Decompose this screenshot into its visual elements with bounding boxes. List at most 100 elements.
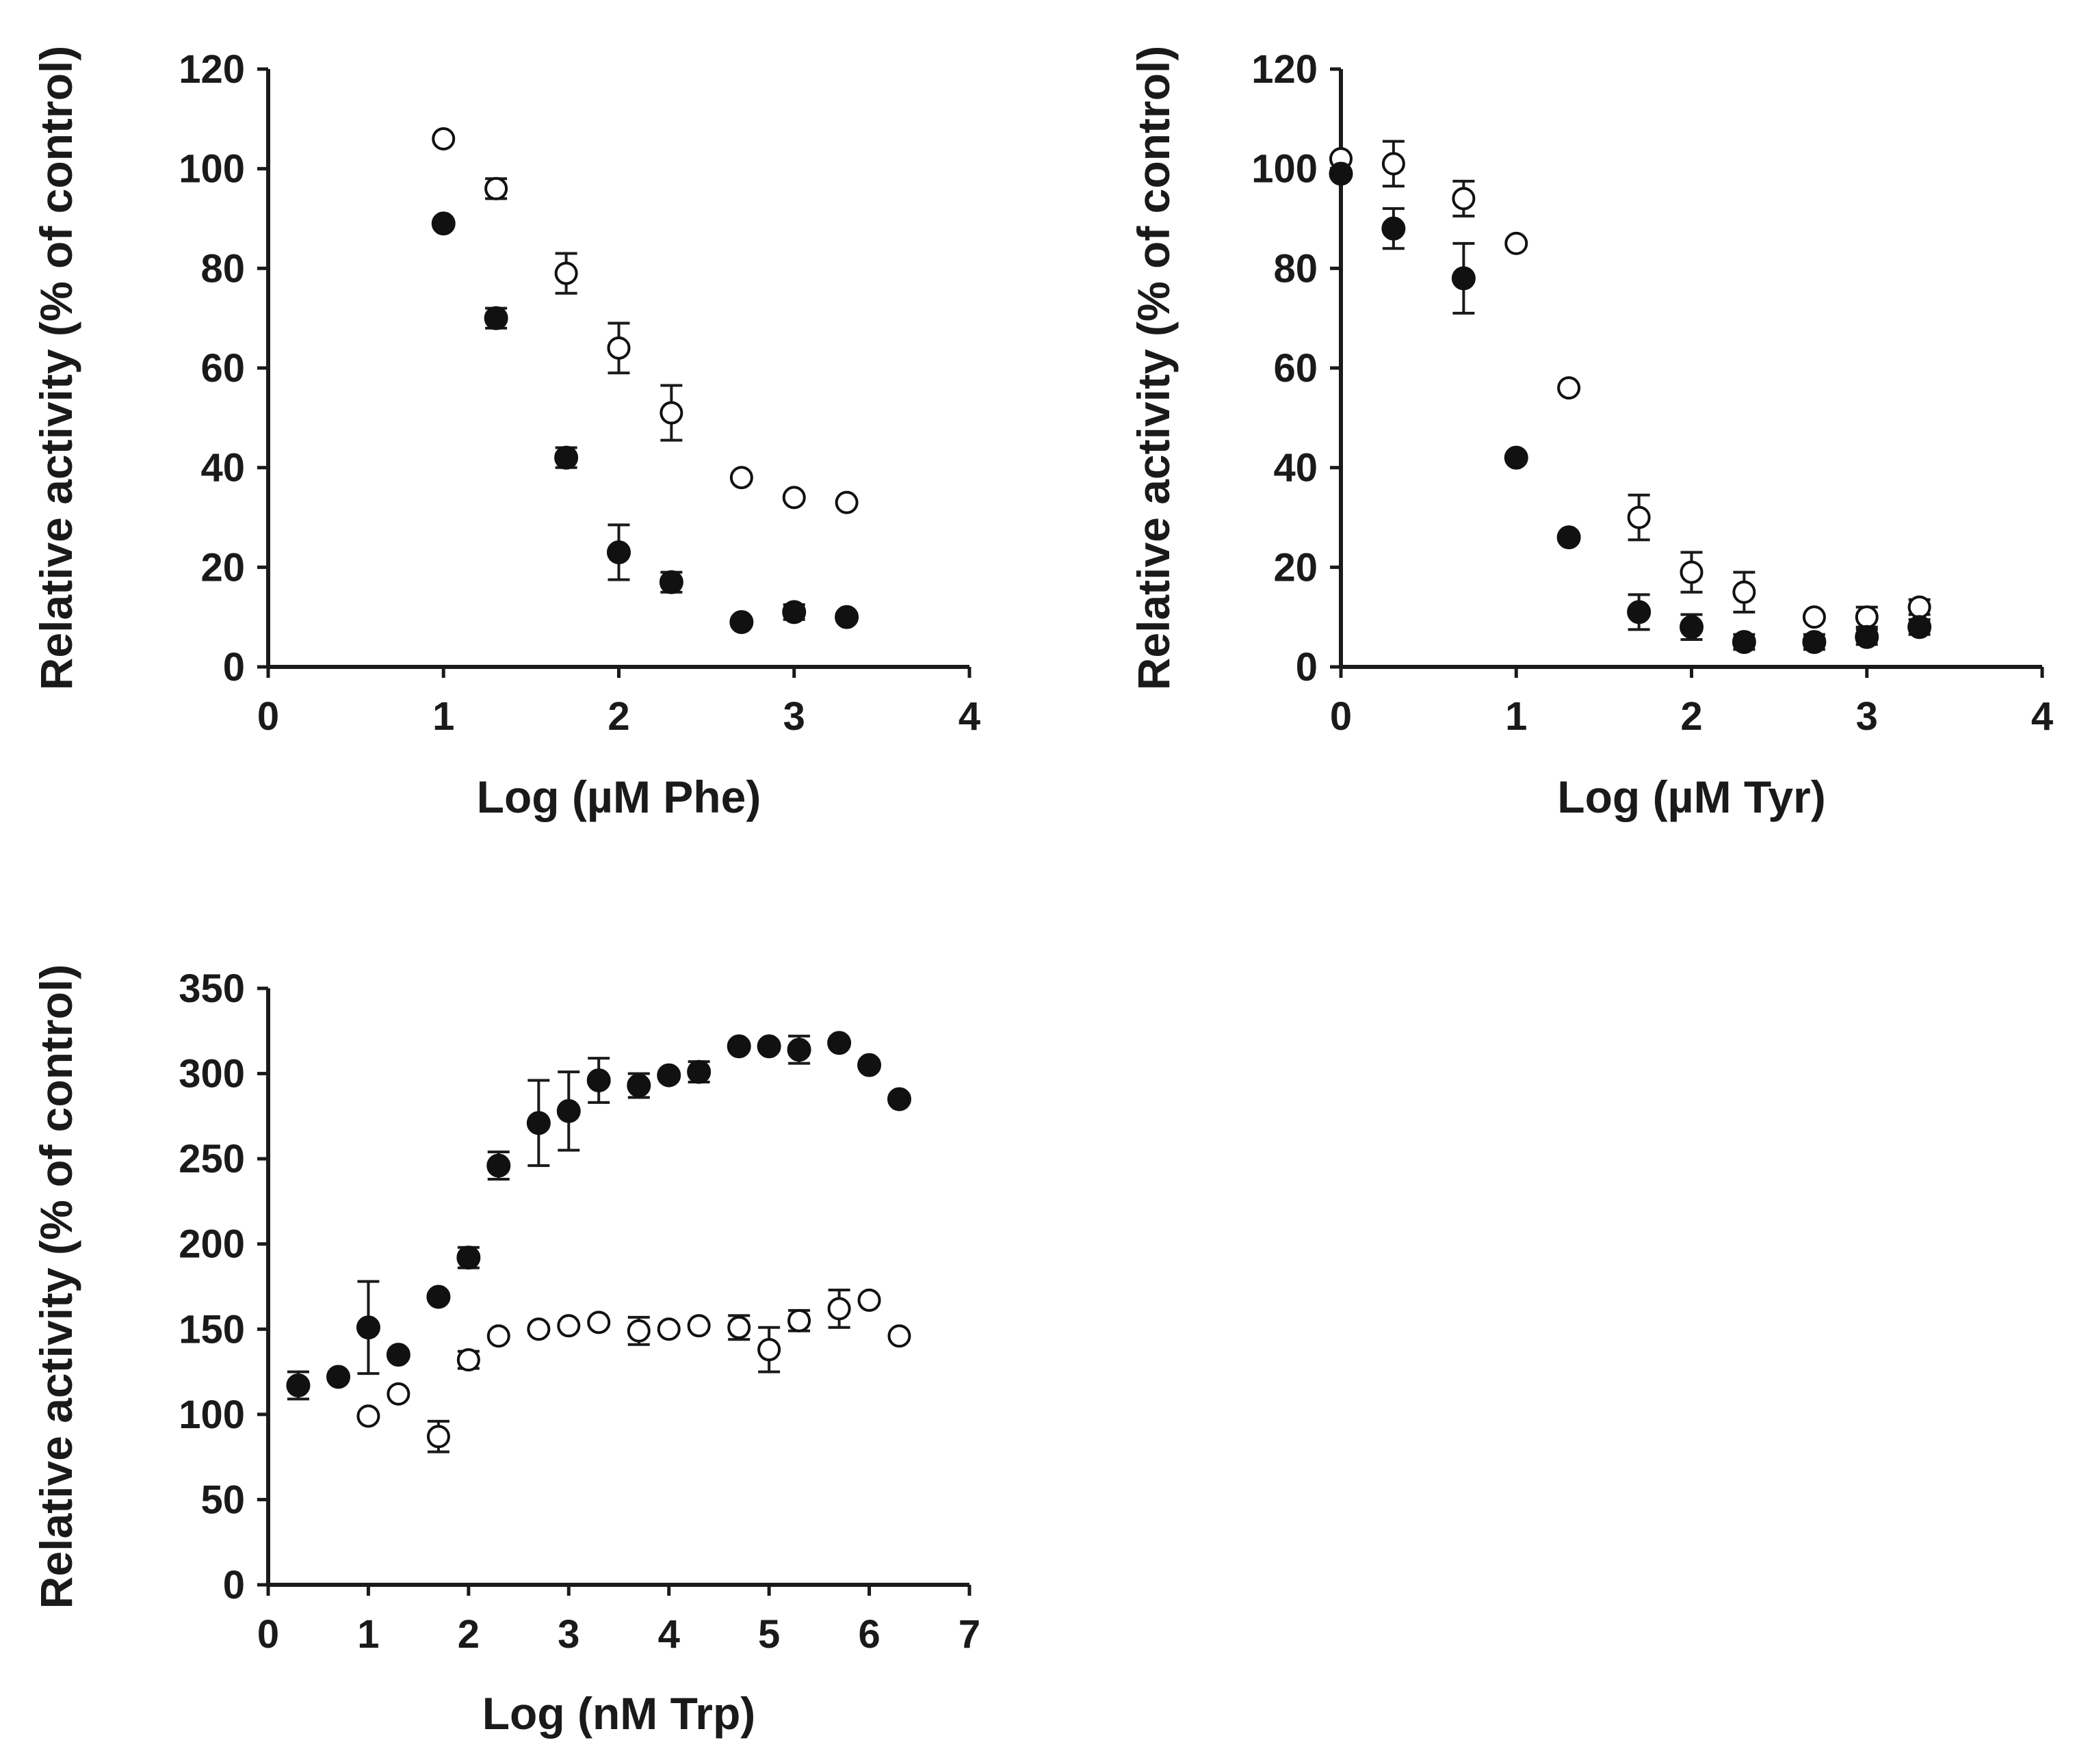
data-point-filled bbox=[787, 1038, 811, 1062]
data-point-filled bbox=[1907, 615, 1932, 640]
y-tick-label: 250 bbox=[179, 1137, 245, 1181]
data-point-open bbox=[687, 1314, 711, 1338]
data-point-filled bbox=[554, 445, 579, 470]
x-tick-label: 0 bbox=[257, 694, 279, 739]
y-tick-label: 350 bbox=[179, 966, 245, 1011]
data-point-open bbox=[835, 490, 859, 514]
y-tick-label: 80 bbox=[1273, 246, 1318, 291]
data-point-open bbox=[554, 261, 578, 285]
data-point-filled bbox=[326, 1365, 350, 1389]
data-point-open bbox=[857, 1288, 881, 1312]
x-axis-title: Log (nM Trp) bbox=[482, 1688, 756, 1739]
data-point-open bbox=[387, 1382, 410, 1406]
y-tick-label: 100 bbox=[179, 147, 245, 192]
data-point-open bbox=[1855, 605, 1879, 629]
x-tick-label: 7 bbox=[958, 1612, 980, 1657]
x-tick-label: 4 bbox=[658, 1612, 680, 1657]
data-point-filled bbox=[1504, 445, 1528, 470]
data-point-filled bbox=[887, 1087, 911, 1111]
chart-trp: 0 50 100 150 200 250 300 350 0 1 2 3 4 5 6 7 Log (nM Trp… bbox=[31, 964, 980, 1739]
y-tick-label: 80 bbox=[200, 246, 245, 291]
data-point-filled bbox=[727, 1034, 751, 1059]
data-point-filled bbox=[835, 605, 859, 629]
data-point-filled bbox=[556, 1098, 581, 1123]
series-filled bbox=[431, 211, 859, 634]
data-point-open bbox=[456, 1348, 480, 1372]
y-tick-label: 20 bbox=[1273, 545, 1318, 590]
x-tick-label: 6 bbox=[858, 1612, 880, 1657]
data-point-filled bbox=[659, 570, 683, 594]
data-point-open bbox=[729, 466, 753, 490]
x-tick-label: 0 bbox=[1330, 694, 1352, 739]
data-point-filled bbox=[657, 1063, 681, 1088]
x-tick-label: 2 bbox=[1680, 694, 1702, 739]
x-axis-title: Log (µM Phe) bbox=[477, 772, 761, 822]
series-open bbox=[1329, 140, 1931, 629]
y-tick-label: 60 bbox=[1273, 346, 1318, 391]
data-point-filled bbox=[1451, 266, 1476, 291]
y-tick-label: 20 bbox=[200, 545, 245, 590]
y-tick-label: 0 bbox=[1296, 645, 1318, 689]
data-point-open bbox=[1381, 152, 1405, 176]
data-point-open bbox=[887, 1324, 911, 1348]
data-point-open bbox=[1907, 595, 1931, 619]
data-point-filled bbox=[607, 540, 631, 564]
data-point-open bbox=[587, 1311, 611, 1334]
y-tick-label: 100 bbox=[179, 1393, 245, 1437]
y-axis-title: Relative activity (% of control) bbox=[1128, 46, 1179, 691]
data-point-open bbox=[1802, 605, 1826, 629]
data-point-open bbox=[787, 1308, 811, 1332]
series-open bbox=[356, 1288, 911, 1453]
chart-phe: 0 20 40 60 80 100 120 0 1 2 3 4 Log (µM Phe) Relative… bbox=[31, 46, 980, 822]
data-point-filled bbox=[426, 1285, 451, 1309]
x-tick-label: 5 bbox=[758, 1612, 780, 1657]
chart-tyr: 0 20 40 60 80 100 120 0 1 2 3 4 Log (µM Tyr) Relative… bbox=[1128, 46, 2053, 822]
y-axis-title: Relative activity (% of control) bbox=[31, 964, 81, 1609]
x-tick-label: 4 bbox=[958, 694, 980, 739]
x-tick-label: 3 bbox=[1856, 694, 1878, 739]
data-point-filled bbox=[431, 211, 456, 236]
x-tick-label: 2 bbox=[458, 1612, 480, 1657]
y-tick-label: 300 bbox=[179, 1052, 245, 1096]
y-tick-label: 0 bbox=[223, 645, 245, 689]
data-point-filled bbox=[526, 1111, 551, 1135]
data-point-open bbox=[727, 1315, 751, 1339]
data-point-filled bbox=[1329, 161, 1353, 186]
data-point-open bbox=[607, 336, 631, 360]
data-point-filled bbox=[1680, 615, 1704, 640]
data-point-filled bbox=[1627, 600, 1652, 624]
y-tick-label: 0 bbox=[223, 1563, 245, 1607]
data-point-filled bbox=[386, 1343, 410, 1367]
data-point-filled bbox=[857, 1053, 882, 1077]
data-point-filled bbox=[757, 1034, 781, 1059]
y-tick-label: 40 bbox=[200, 446, 245, 490]
data-point-filled bbox=[1732, 630, 1756, 655]
data-point-filled bbox=[456, 1246, 481, 1270]
y-tick-label: 120 bbox=[1251, 47, 1318, 92]
data-point-open bbox=[527, 1317, 551, 1341]
data-point-open bbox=[657, 1317, 681, 1341]
series-open bbox=[432, 127, 859, 514]
y-tick-label: 60 bbox=[200, 346, 245, 391]
y-tick-label: 50 bbox=[200, 1477, 245, 1522]
data-point-open bbox=[1452, 187, 1476, 211]
series-filled bbox=[286, 1031, 911, 1401]
data-point-open bbox=[627, 1319, 651, 1343]
x-tick-label: 3 bbox=[783, 694, 805, 739]
x-tick-label: 4 bbox=[2031, 694, 2053, 739]
data-point-filled bbox=[827, 1031, 852, 1055]
data-point-open bbox=[557, 1314, 581, 1338]
data-point-open bbox=[356, 1404, 380, 1428]
y-tick-label: 150 bbox=[179, 1307, 245, 1352]
data-point-filled bbox=[484, 306, 508, 330]
data-point-filled bbox=[356, 1315, 380, 1340]
data-point-open bbox=[757, 1338, 781, 1362]
data-point-open bbox=[484, 176, 508, 200]
x-tick-label: 1 bbox=[1505, 694, 1527, 739]
data-point-filled bbox=[586, 1068, 611, 1093]
data-point-filled bbox=[1802, 630, 1827, 655]
data-point-open bbox=[486, 1324, 510, 1348]
data-point-filled bbox=[1381, 216, 1406, 241]
x-tick-label: 1 bbox=[432, 694, 454, 739]
